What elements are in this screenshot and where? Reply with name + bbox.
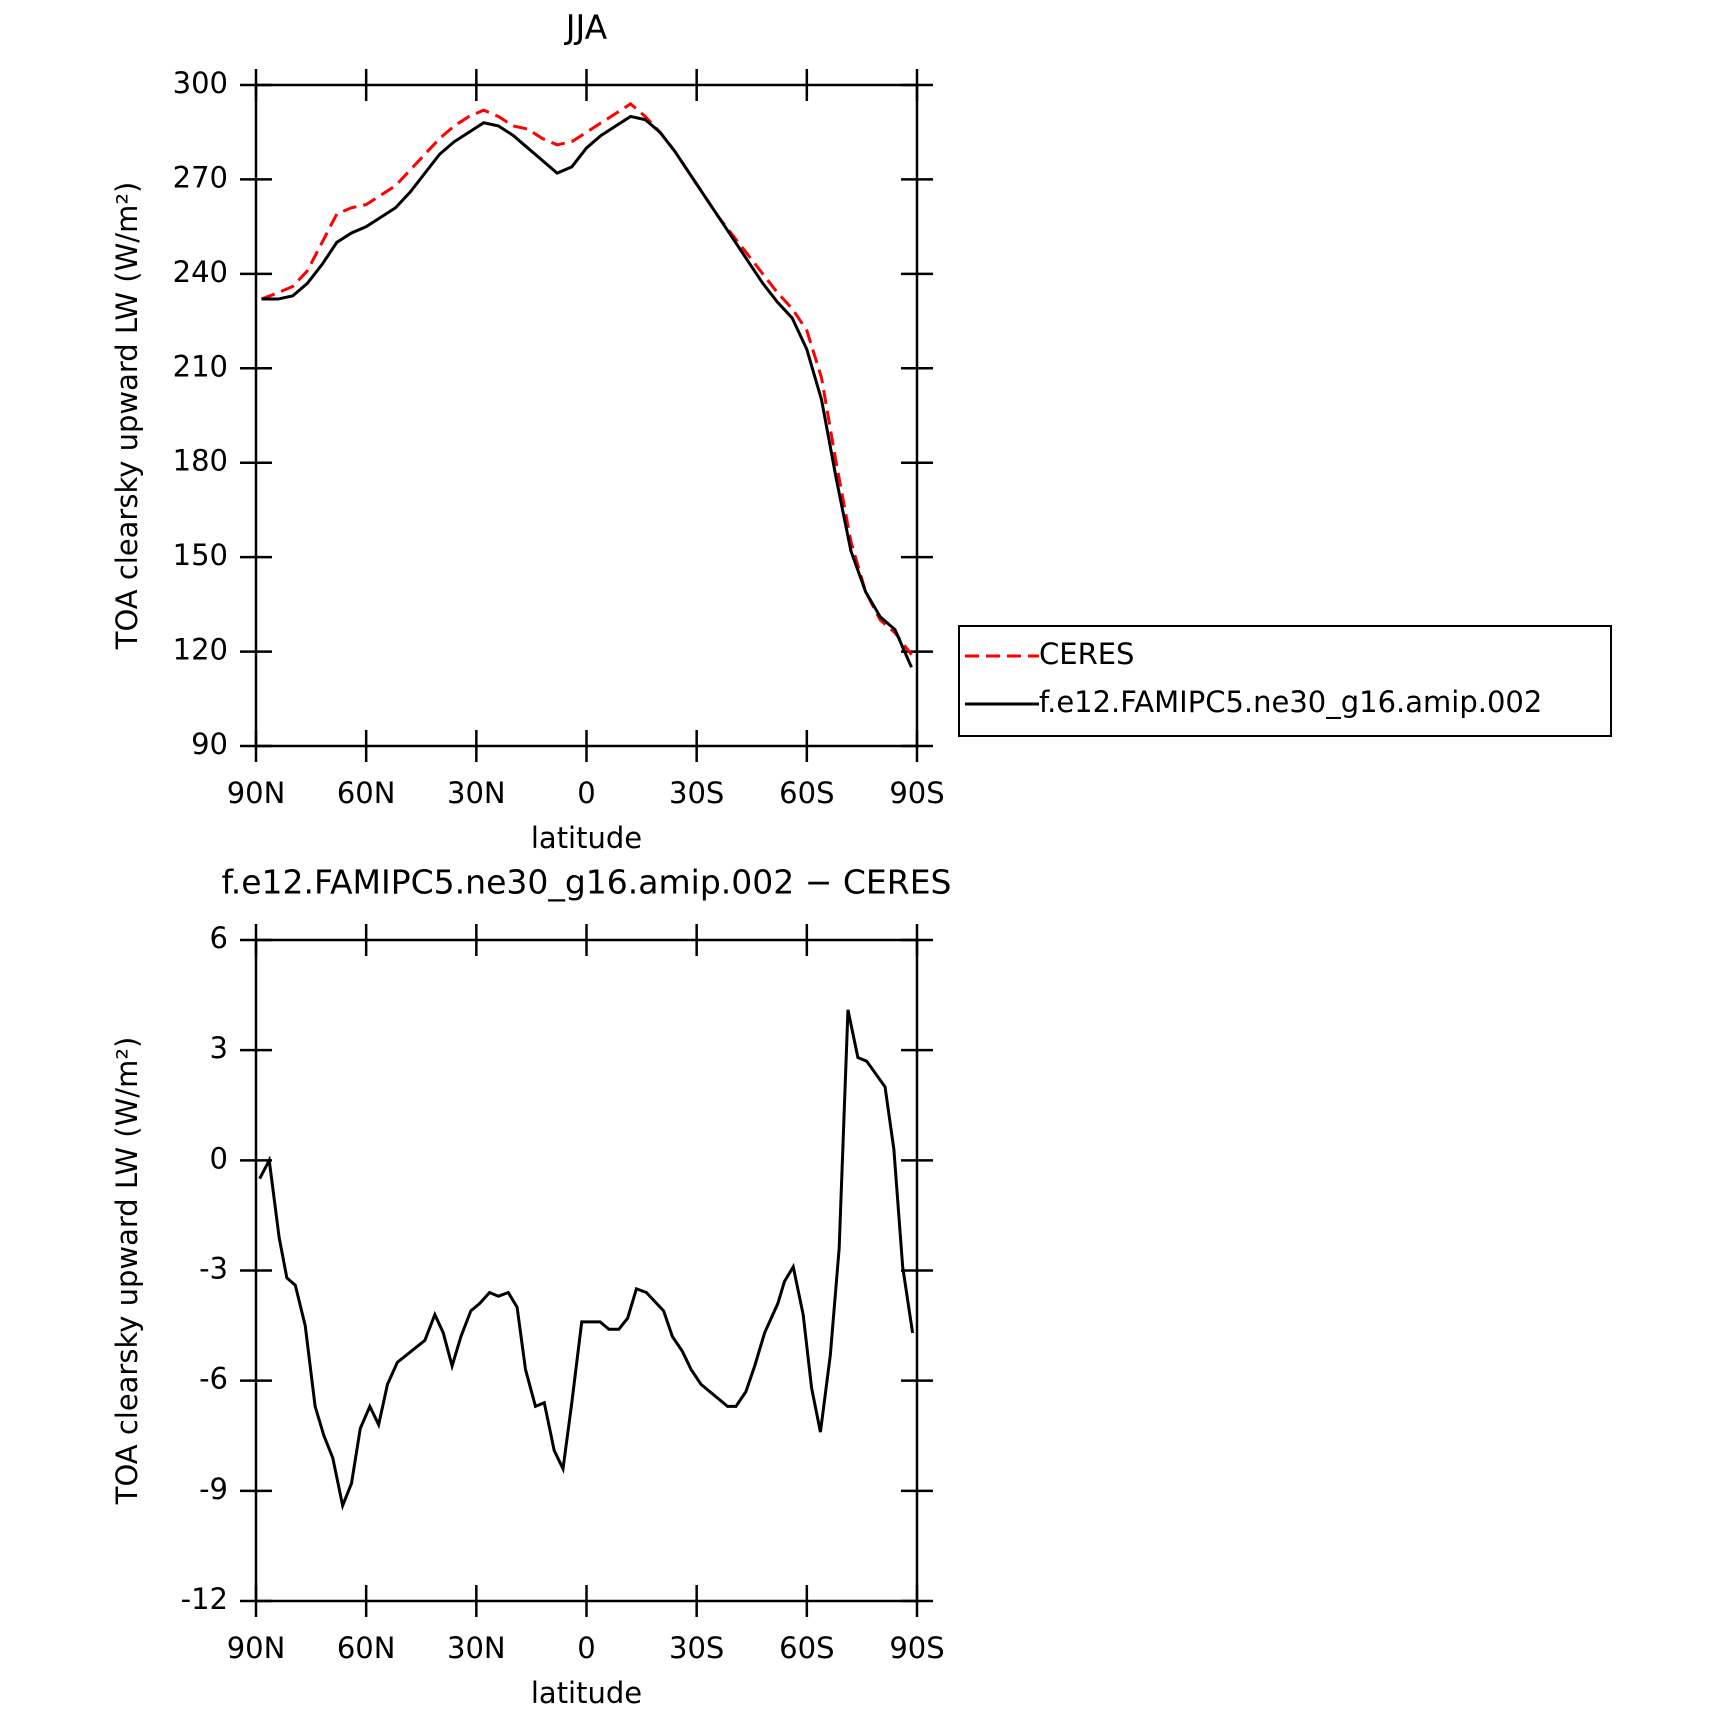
y-tick-label: 0 bbox=[210, 1141, 228, 1175]
x-tick-label: 0 bbox=[577, 1631, 595, 1665]
series-line bbox=[258, 1009, 915, 1511]
y-axis-label: TOA clearsky upward LW (W/m²) bbox=[110, 1037, 144, 1506]
y-tick-label: 240 bbox=[173, 255, 228, 289]
y-tick-label: 90 bbox=[191, 727, 228, 761]
y-tick-label: -9 bbox=[199, 1472, 228, 1506]
series-line bbox=[260, 102, 913, 656]
legend-box bbox=[958, 625, 1612, 737]
y-tick-label: 270 bbox=[173, 160, 228, 194]
x-tick-label: 0 bbox=[577, 776, 595, 810]
y-tick-label: 150 bbox=[173, 538, 228, 572]
x-tick-label: 90S bbox=[889, 776, 944, 810]
y-tick-label: 180 bbox=[173, 444, 228, 478]
x-tick-label: 90N bbox=[227, 776, 286, 810]
x-tick-label: 30S bbox=[669, 1631, 724, 1665]
y-axis-label: TOA clearsky upward LW (W/m²) bbox=[110, 182, 144, 651]
y-tick-label: -6 bbox=[199, 1362, 228, 1396]
y-tick-label: 3 bbox=[210, 1031, 228, 1065]
x-axis-label: latitude bbox=[531, 821, 642, 855]
x-tick-label: 90N bbox=[227, 1631, 286, 1665]
x-tick-label: 60S bbox=[779, 776, 834, 810]
y-tick-label: 210 bbox=[173, 349, 228, 383]
chart-title: JJA bbox=[564, 8, 608, 47]
x-tick-label: 30S bbox=[669, 776, 724, 810]
y-tick-label: 6 bbox=[210, 921, 228, 955]
x-tick-label: 60N bbox=[337, 776, 396, 810]
y-tick-label: 300 bbox=[173, 66, 228, 100]
y-tick-label: -12 bbox=[181, 1582, 228, 1616]
x-tick-label: 30N bbox=[447, 1631, 506, 1665]
y-tick-label: 120 bbox=[173, 633, 228, 667]
x-tick-label: 60S bbox=[779, 1631, 834, 1665]
plot-frame bbox=[254, 83, 919, 748]
legend-label: CERES bbox=[1039, 637, 1134, 671]
chart-title: f.e12.FAMIPC5.ne30_g16.amip.002 − CERES bbox=[222, 863, 952, 902]
legend-label: f.e12.FAMIPC5.ne30_g16.amip.002 bbox=[1039, 685, 1542, 719]
x-tick-label: 90S bbox=[889, 1631, 944, 1665]
y-tick-label: -3 bbox=[199, 1252, 228, 1286]
x-tick-label: 60N bbox=[337, 1631, 396, 1665]
x-tick-label: 30N bbox=[447, 776, 506, 810]
plot-frame bbox=[254, 938, 919, 1603]
series-line bbox=[261, 114, 913, 668]
x-axis-label: latitude bbox=[531, 1676, 642, 1706]
